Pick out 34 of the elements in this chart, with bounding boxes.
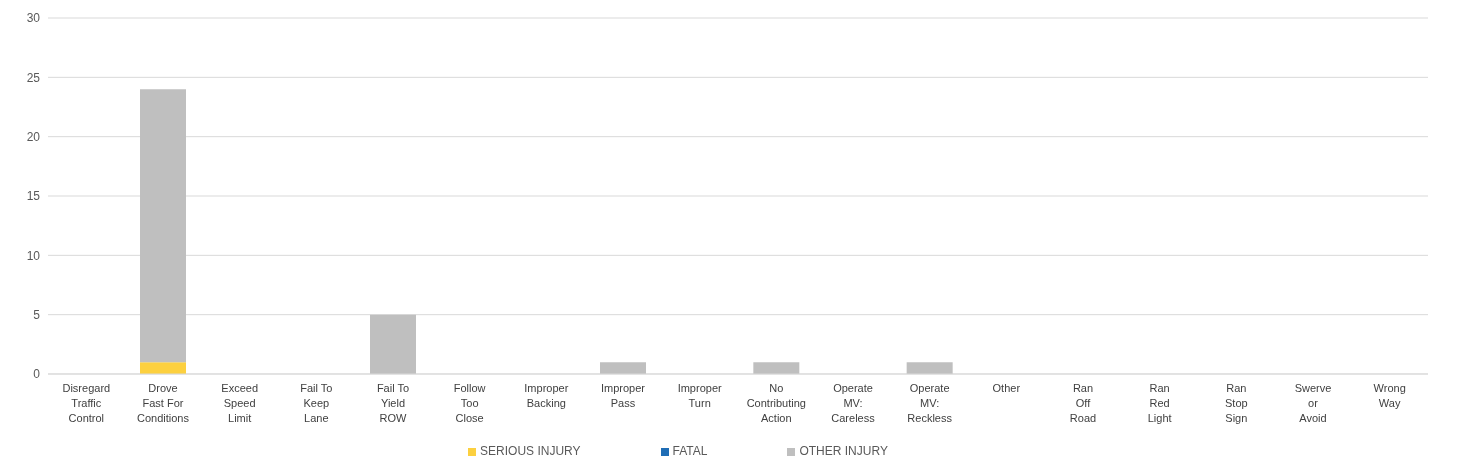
- x-tick-label: Ran Red Light: [1147, 382, 1172, 424]
- x-tick-label: Ran Off Road: [1069, 382, 1097, 424]
- x-tick-label: Operate MV: Reckless: [907, 382, 953, 424]
- x-tick-label: Fail To Yield ROW: [376, 382, 410, 424]
- x-tick-label: Improper Pass: [600, 382, 646, 409]
- bar: [753, 362, 800, 374]
- legend-label: FATAL: [672, 444, 708, 458]
- y-tick-label: 20: [26, 129, 41, 144]
- x-tick-label: Wrong Way: [1373, 382, 1406, 409]
- bar: [370, 314, 416, 374]
- bar: [140, 89, 186, 363]
- x-tick-label: Drove Fast For Conditions: [137, 382, 190, 424]
- x-tick-label: Improper Turn: [677, 382, 722, 409]
- bar: [906, 362, 953, 374]
- y-tick-label: 15: [26, 189, 41, 204]
- x-tick-label: Swerve or Avoid: [1294, 382, 1332, 424]
- x-tick-label: Operate MV: Careless: [831, 382, 876, 424]
- legend-label: SERIOUS INJURY: [480, 444, 581, 458]
- x-tick-label: Disregard Traffic Control: [62, 382, 111, 424]
- y-tick-label: 25: [26, 70, 41, 85]
- x-tick-label: No Contributing Action: [746, 382, 806, 424]
- bar: [140, 362, 186, 374]
- x-tick-label: Ran Stop Sign: [1225, 382, 1248, 424]
- x-tick-label: Improper Backing: [524, 382, 569, 409]
- x-tick-label: Exceed Speed Limit: [221, 382, 259, 424]
- y-tick-label: 30: [26, 11, 41, 26]
- y-tick-label: 10: [26, 248, 41, 263]
- y-tick-label: 5: [33, 307, 41, 322]
- y-tick-label: 0: [33, 367, 41, 382]
- x-tick-label: Fail To Keep Lane: [300, 382, 333, 424]
- x-tick-label: Follow Too Close: [453, 382, 486, 424]
- x-tick-label: Other: [992, 382, 1021, 394]
- bar: [600, 362, 646, 374]
- legend-label: OTHER INJURY: [799, 444, 888, 458]
